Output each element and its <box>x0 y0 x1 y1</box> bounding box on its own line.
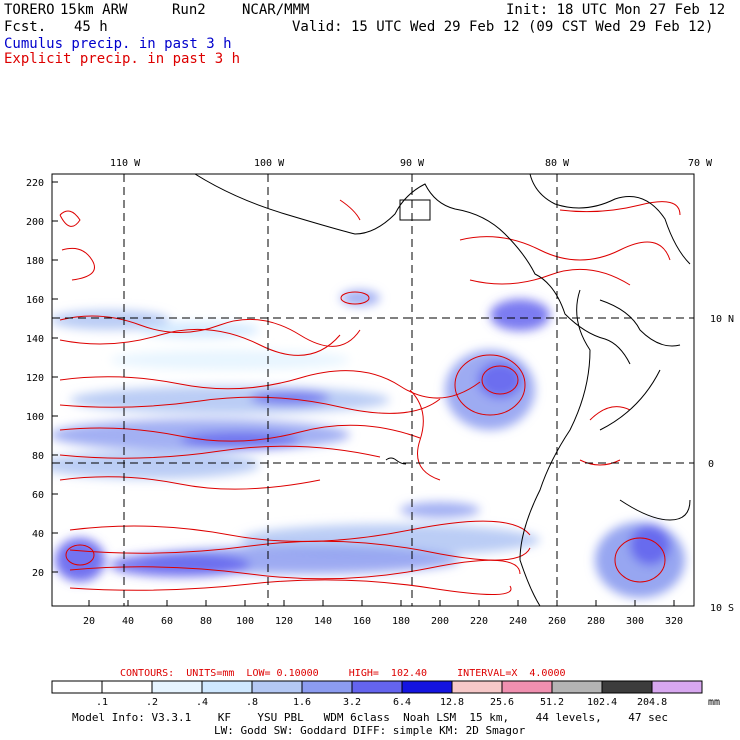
colorbar-swatch <box>501 680 553 694</box>
colorbar-label: 204.8 <box>637 697 668 708</box>
x-tick-label: 320 <box>665 616 683 627</box>
colorbar-unit: mm <box>708 697 721 708</box>
colorbar-label: .1 <box>96 697 109 708</box>
y-tick-label: 60 <box>32 490 44 501</box>
x-tick-label: 180 <box>392 616 410 627</box>
org-label: NCAR/MMM <box>242 2 310 18</box>
y-tick-label: 20 <box>32 568 44 579</box>
y-ticks <box>52 181 58 573</box>
lon-label: 100 W <box>254 158 285 169</box>
y-tick-label: 120 <box>26 373 44 384</box>
coastlines <box>194 174 691 606</box>
map-frame <box>51 173 695 607</box>
resolution-label: 15km ARW <box>60 2 128 18</box>
x-tick-label: 240 <box>509 616 527 627</box>
colorbar-swatch <box>451 680 503 694</box>
lat-lon-grid <box>52 174 694 606</box>
x-tick-label: 40 <box>122 616 134 627</box>
explicit-title: Explicit precip. in past 3 h <box>4 51 241 67</box>
y-tick-label: 220 <box>26 178 44 189</box>
physics-info: LW: Godd SW: Goddard DIFF: simple KM: 2D… <box>214 724 526 737</box>
run-label: Run2 <box>172 2 206 18</box>
x-tick-label: 280 <box>587 616 605 627</box>
colorbar-swatch <box>151 680 203 694</box>
colorbar <box>51 680 703 694</box>
y-tick-label: 100 <box>26 412 44 423</box>
lat-label: 10 S <box>710 603 734 614</box>
x-tick-label: 20 <box>83 616 95 627</box>
lat-label: 10 N <box>710 314 734 325</box>
model-info: Model Info: V3.3.1 KF YSU PBL WDM 6class… <box>72 711 669 724</box>
colorbar-label: 3.2 <box>343 697 362 708</box>
colorbar-label: .8 <box>246 697 259 708</box>
x-tick-label: 80 <box>200 616 212 627</box>
init-time: Init: 18 UTC Mon 27 Feb 12 <box>506 2 726 18</box>
x-tick-label: 140 <box>314 616 332 627</box>
colorbar-swatch <box>401 680 453 694</box>
model-name: TORERO <box>4 2 55 18</box>
fcst-label: Fcst. <box>4 19 47 35</box>
colorbar-label: 102.4 <box>587 697 618 708</box>
colorbar-label: .2 <box>146 697 159 708</box>
colorbar-label: 25.6 <box>490 697 515 708</box>
colorbar-swatch <box>251 680 303 694</box>
lon-label: 90 W <box>400 158 425 169</box>
x-tick-label: 100 <box>236 616 254 627</box>
colorbar-label: .4 <box>196 697 209 708</box>
y-tick-label: 160 <box>26 295 44 306</box>
y-tick-label: 140 <box>26 334 44 345</box>
colorbar-swatch <box>601 680 653 694</box>
colorbar-swatch <box>651 680 703 694</box>
y-tick-label: 180 <box>26 256 44 267</box>
x-tick-label: 60 <box>161 616 173 627</box>
colorbar-swatch <box>551 680 603 694</box>
lon-label: 70 W <box>688 158 713 169</box>
colorbar-swatch <box>101 680 153 694</box>
x-tick-label: 300 <box>626 616 644 627</box>
colorbar-swatch <box>201 680 253 694</box>
contour-info: CONTOURS: UNITS=mm LOW= 0.10000 HIGH= 10… <box>120 668 566 679</box>
y-tick-labels: 220 200 180 160 140 120 100 80 60 40 20 <box>26 178 44 579</box>
fcst-value: 45 h <box>74 19 108 35</box>
valid-time: Valid: 15 UTC Wed 29 Feb 12 (09 CST Wed … <box>292 19 714 35</box>
x-tick-label: 200 <box>431 616 449 627</box>
explicit-precip-contours <box>59 199 681 595</box>
colorbar-swatch <box>51 680 103 694</box>
y-tick-label: 40 <box>32 529 44 540</box>
colorbar-label: 51.2 <box>540 697 565 708</box>
y-tick-label: 80 <box>32 451 44 462</box>
cumulus-precip-shading <box>52 290 685 598</box>
x-ticks <box>88 600 675 606</box>
colorbar-label: 12.8 <box>440 697 465 708</box>
x-tick-label: 260 <box>548 616 566 627</box>
colorbar-swatch <box>301 680 353 694</box>
colorbar-label: 6.4 <box>393 697 412 708</box>
x-tick-label: 160 <box>353 616 371 627</box>
lon-label: 80 W <box>545 158 570 169</box>
right-lat-labels: 10 N 0 10 S <box>708 314 734 614</box>
colorbar-swatch <box>351 680 403 694</box>
x-tick-labels: 20 40 60 80 100 120 140 160 180 200 220 … <box>83 616 683 627</box>
lat-label: 0 <box>708 459 714 470</box>
x-tick-label: 120 <box>275 616 293 627</box>
top-lon-labels: 110 W 100 W 90 W 80 W 70 W <box>110 158 713 169</box>
cumulus-title: Cumulus precip. in past 3 h <box>4 36 232 52</box>
lon-label: 110 W <box>110 158 141 169</box>
y-tick-label: 200 <box>26 217 44 228</box>
colorbar-label: 1.6 <box>293 697 312 708</box>
x-tick-label: 220 <box>470 616 488 627</box>
